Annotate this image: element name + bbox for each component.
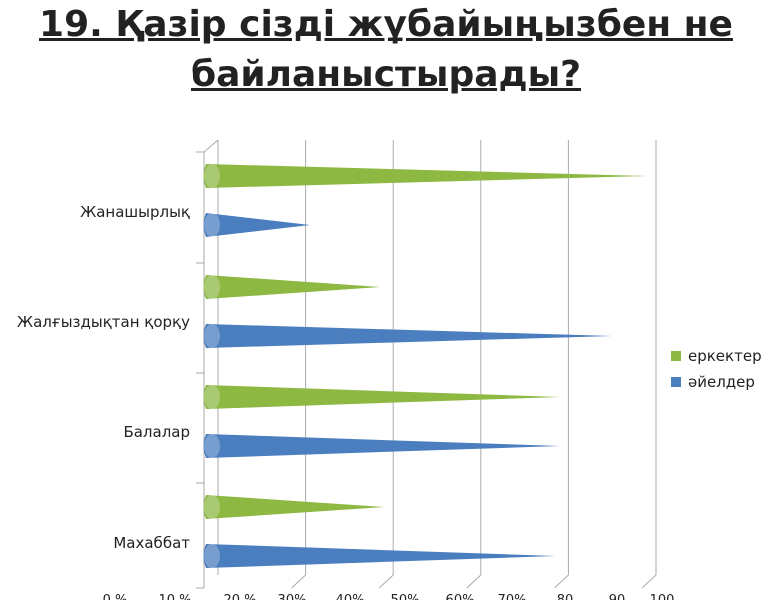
x-tick-label: 90 [609,593,626,600]
gridline-floor [466,574,482,589]
x-tick-label: 30% [278,593,307,600]
axis-line-top [203,139,219,153]
cone-bar-men [203,385,560,409]
cone-base [204,495,220,519]
gridline-floor [378,574,394,589]
cone-base [204,275,220,299]
cone-bar-men [203,495,385,519]
x-tick-label: 50% [391,593,420,600]
cone-base [204,213,220,237]
category-label: Жалғыздықтан қорқу [17,313,190,331]
x-tick-label: 80 [557,593,574,600]
x-tick-label: 70% [498,593,527,600]
title-line-1: 19. Қазір сізді жұбайыңызбен не [39,4,733,45]
x-tick-label: 60% [446,593,475,600]
cone-bar-women [203,434,560,458]
cone-bar-women [203,213,310,237]
cone-base [204,164,220,188]
cone-base [204,544,220,568]
gridline-floor [291,574,306,589]
gridline-floor [554,574,569,589]
cone-bar-men [203,275,381,299]
cone-bar-men [203,164,648,188]
x-tick-label: 0 % [103,593,128,600]
cone-bar-women [203,544,556,568]
x-tick-label: 100 [650,593,675,600]
title-line-2: байланыстырады? [190,54,582,95]
cone-base [204,434,220,458]
legend-label: әйелдер [688,373,755,391]
x-tick-label: 20 % [223,593,256,600]
category-label: Махаббат [113,534,190,552]
page-title: 19. Қазір сізді жұбайыңызбен не байланыс… [0,0,772,100]
cone-base [204,324,220,348]
x-tick-label: 10 % [158,593,191,600]
category-label: Балалар [123,423,190,441]
cone-bar-women [203,324,613,348]
gridline-floor [641,574,657,589]
legend-swatch [671,377,681,387]
x-tick-label: 40% [336,593,365,600]
legend-swatch [671,351,681,361]
cone-base [204,385,220,409]
category-label: Жанашырлық [80,203,190,221]
legend-label: еркектер [688,347,762,365]
